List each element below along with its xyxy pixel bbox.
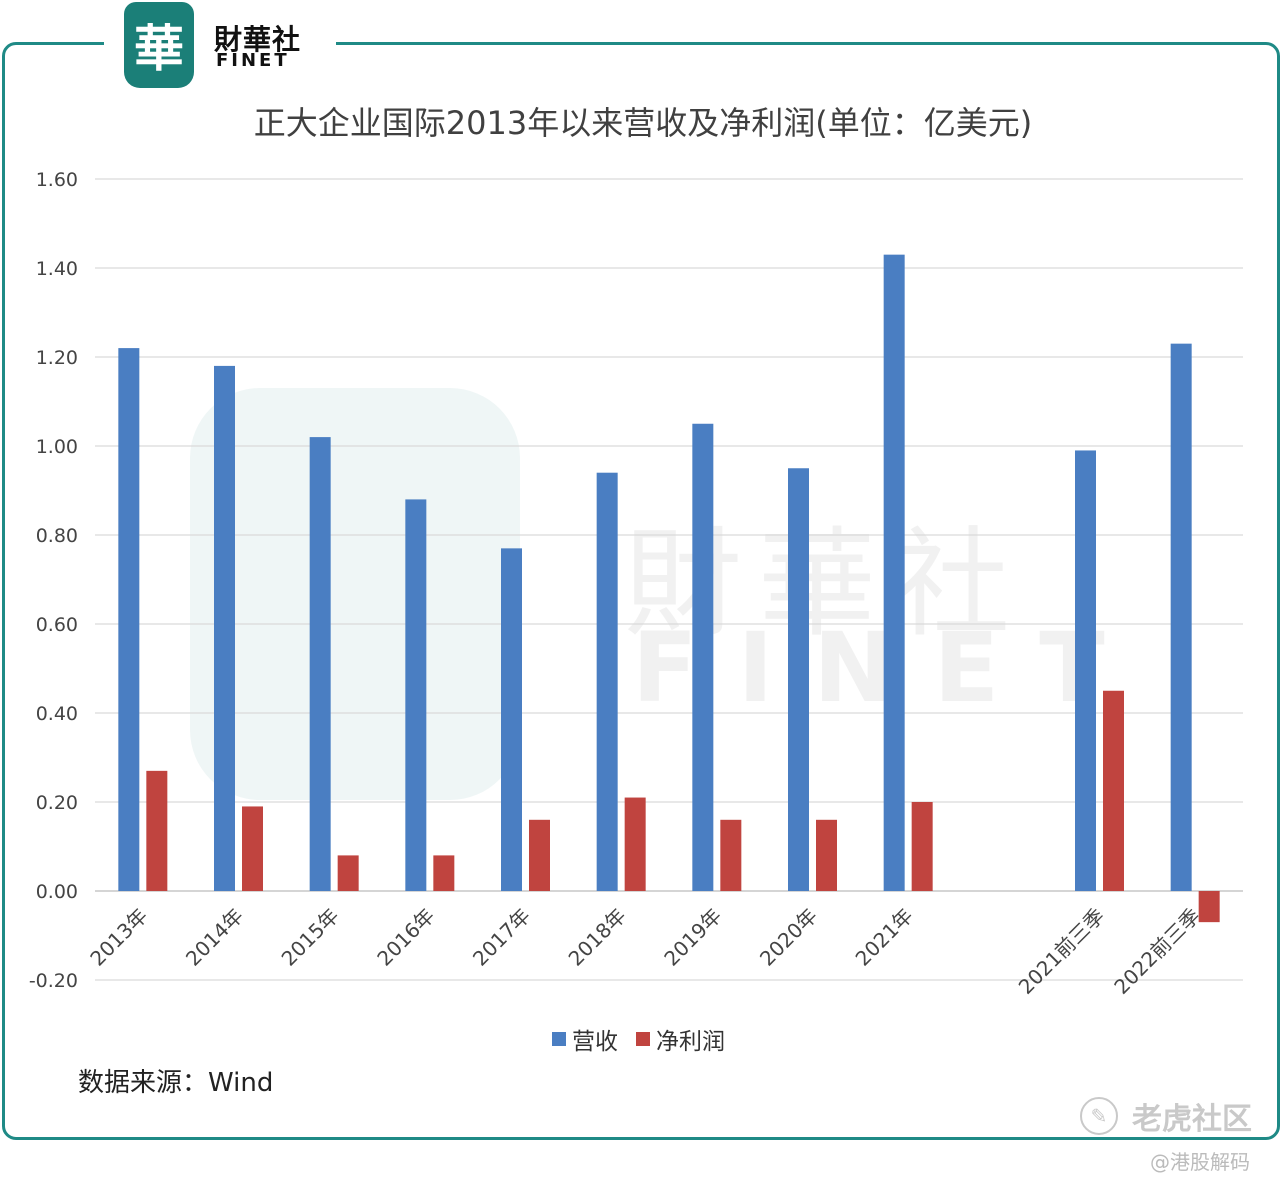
revenue-bar-11 bbox=[1170, 343, 1192, 891]
revenue-bar-5 bbox=[596, 472, 618, 891]
legend-label-revenue: 营收 bbox=[572, 1029, 618, 1055]
chart-title: 正大企业国际2013年以来营收及净利润(单位：亿美元) bbox=[253, 104, 1033, 142]
revenue-bar-7 bbox=[788, 468, 809, 891]
profit-bar-5 bbox=[624, 797, 646, 891]
x-tick-label: 2022前三季 bbox=[1109, 904, 1204, 999]
profit-bar-2 bbox=[337, 855, 359, 891]
y-tick-label: 0.00 bbox=[36, 881, 78, 903]
profit-bar-7 bbox=[816, 819, 837, 891]
tiger-brand-label: 老虎社区 bbox=[1132, 1102, 1252, 1137]
source-note: 数据来源：Wind bbox=[78, 1068, 274, 1098]
legend-swatch-revenue bbox=[552, 1032, 566, 1046]
x-tick-label: 2018年 bbox=[564, 904, 631, 971]
y-tick-label: -0.20 bbox=[29, 970, 78, 992]
x-tick-label: 2015年 bbox=[277, 904, 344, 971]
revenue-bar-1 bbox=[214, 365, 235, 891]
finet-logo-cn: 財華社 bbox=[214, 23, 302, 56]
revenue-bar-3 bbox=[405, 499, 427, 891]
x-tick-label: 2020年 bbox=[755, 904, 822, 971]
legend: 营收 净利润 bbox=[552, 1022, 743, 1056]
profit-bar-0 bbox=[146, 770, 168, 891]
finet-logo-seal: 華 bbox=[124, 2, 194, 88]
profit-bar-10 bbox=[1103, 690, 1124, 891]
tiger-icon: ✎ bbox=[1080, 1097, 1118, 1135]
revenue-bar-4 bbox=[501, 548, 522, 891]
y-tick-label: 0.60 bbox=[36, 614, 78, 636]
legend-item-profit: 净利润 bbox=[636, 1022, 725, 1056]
profit-bar-1 bbox=[242, 806, 263, 891]
card-frame bbox=[2, 42, 1280, 1140]
x-tick-label: 2019年 bbox=[659, 904, 726, 971]
y-tick-label: 1.60 bbox=[36, 169, 78, 191]
revenue-bar-10 bbox=[1075, 450, 1096, 891]
profit-bar-11 bbox=[1198, 891, 1220, 923]
revenue-bar-2 bbox=[309, 437, 331, 891]
x-tick-label: 2017年 bbox=[468, 904, 535, 971]
revenue-bar-6 bbox=[692, 423, 714, 891]
revenue-bar-0 bbox=[118, 348, 140, 892]
y-tick-label: 1.00 bbox=[36, 436, 78, 458]
watermark-seal bbox=[190, 388, 520, 800]
tiger-community-brand: ✎ 老虎社区 bbox=[1080, 1094, 1252, 1138]
y-tick-label: 1.20 bbox=[36, 347, 78, 369]
legend-swatch-profit bbox=[636, 1032, 650, 1046]
legend-label-profit: 净利润 bbox=[656, 1029, 725, 1055]
revenue-bar-8 bbox=[883, 254, 905, 891]
author-handle: @港股解码 bbox=[1150, 1150, 1250, 1174]
profit-bar-4 bbox=[529, 819, 550, 891]
finet-logo-en: FINET bbox=[216, 50, 290, 71]
x-tick-label: 2013年 bbox=[85, 904, 152, 971]
x-tick-label: 2021前三季 bbox=[1014, 904, 1109, 999]
y-tick-label: 0.80 bbox=[36, 525, 78, 547]
x-tick-label: 2014年 bbox=[181, 904, 248, 971]
watermark-cn: 財華社 bbox=[624, 515, 1027, 653]
x-tick-label: 2016年 bbox=[372, 904, 439, 971]
profit-bar-6 bbox=[720, 819, 742, 891]
profit-bar-8 bbox=[911, 802, 933, 891]
y-tick-label: 0.40 bbox=[36, 703, 78, 725]
profit-bar-3 bbox=[433, 855, 455, 891]
y-tick-label: 0.20 bbox=[36, 792, 78, 814]
y-tick-label: 1.40 bbox=[36, 258, 78, 280]
legend-item-revenue: 营收 bbox=[552, 1022, 618, 1056]
x-tick-label: 2021年 bbox=[851, 904, 918, 971]
